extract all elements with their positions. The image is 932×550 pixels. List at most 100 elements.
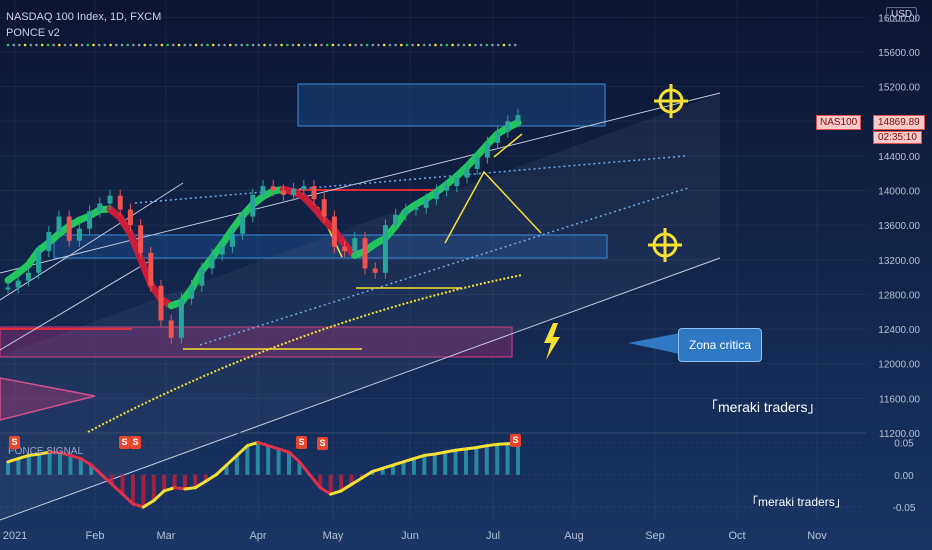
signal-bar (297, 461, 302, 475)
price-tag-price: 14869.89 (873, 115, 925, 130)
signal-bar (287, 452, 292, 475)
candle-body (25, 272, 31, 281)
signal-bar (26, 455, 31, 475)
price-tick-label: 14400.00 (878, 152, 920, 163)
signal-bar (47, 452, 52, 475)
dot-marker (97, 43, 101, 47)
dot-marker (132, 43, 135, 47)
dot-marker (223, 43, 226, 47)
support-zone (53, 234, 608, 259)
candle-body (270, 186, 276, 191)
dot-marker (200, 43, 204, 47)
price-tag-symbol: NAS100 (816, 115, 862, 130)
candle-body (107, 195, 113, 204)
signal-line-segment (110, 482, 124, 496)
signal-line-segment (485, 442, 499, 448)
candle-body (423, 199, 429, 208)
candle-body (97, 203, 103, 212)
signal-line-segment (245, 440, 260, 448)
dot-marker (12, 43, 15, 47)
signal-axis[interactable]: 0.05 0.00 -0.05 (0, 438, 916, 514)
dot-marker (217, 43, 221, 47)
candle-body (127, 209, 133, 226)
dot-marker (137, 43, 141, 47)
dot-marker (508, 43, 511, 47)
dot-marker (331, 43, 335, 47)
ribbon-segment (126, 230, 145, 263)
signal-line-segment (37, 450, 52, 456)
signal-line-segment (339, 482, 353, 493)
indicator-name[interactable]: PONCE v2 (6, 27, 60, 39)
signal-marker: S (130, 436, 141, 449)
candle-body (148, 252, 154, 286)
candle-body (331, 216, 337, 247)
yellow-dotted-ma (87, 274, 523, 433)
signal-bar (162, 474, 167, 491)
candle-body (362, 238, 368, 269)
candle-body (311, 186, 317, 200)
signal-bar (380, 468, 385, 475)
signal-line-segment (495, 442, 510, 446)
signal-line-segment (141, 499, 156, 509)
dot-marker (268, 43, 272, 47)
signal-line-segment (225, 453, 239, 467)
time-tick-label: Apr (249, 530, 266, 542)
candle-body (168, 320, 174, 338)
dot-marker (343, 43, 346, 47)
signal-line-segment (297, 460, 312, 477)
dot-marker (394, 43, 397, 47)
dot-marker (388, 43, 392, 47)
signal-line-segment (235, 444, 249, 457)
dot-marker (411, 43, 415, 47)
signal-bar (474, 447, 479, 475)
dot-marker (280, 43, 283, 47)
candle-body (158, 285, 164, 321)
ponce-dots-row (6, 43, 517, 47)
signal-pane-title: PONCE SIGNAL (8, 446, 84, 457)
signal-bar (58, 452, 63, 475)
candle-body (209, 254, 215, 269)
signal-bar (245, 445, 250, 475)
dot-marker (229, 43, 232, 47)
dot-marker (337, 43, 340, 47)
dot-marker (246, 43, 249, 47)
signal-bar (120, 474, 125, 495)
dot-marker (263, 43, 266, 47)
signal-bar (172, 474, 177, 488)
price-candles (5, 109, 521, 344)
signal-bar (203, 474, 208, 482)
dotted-trend-1 (134, 155, 686, 204)
candle-body (178, 298, 184, 338)
price-axis[interactable]: 16000.0015600.0015200.0014800.0014400.00… (878, 13, 920, 440)
dot-marker (348, 43, 352, 47)
annotations (0, 83, 721, 521)
signal-tick-label: 0.05 (894, 438, 914, 449)
signal-line-segment (349, 476, 364, 486)
candle-body (87, 211, 93, 229)
candle-body (36, 251, 42, 273)
time-tick-label: Feb (86, 530, 105, 542)
dot-marker (206, 43, 209, 47)
dot-marker (40, 43, 44, 47)
dot-marker (474, 43, 477, 47)
signal-line-segment (193, 479, 208, 490)
signal-bar (141, 474, 146, 508)
signal-bar (37, 454, 42, 475)
signal-bar (182, 474, 187, 489)
signal-line-segment (412, 453, 426, 461)
signal-line-segment (370, 466, 385, 474)
signal-bar (349, 474, 354, 485)
time-axis[interactable]: 2021 Feb Mar Apr May Jun Jul Aug Sep Oct Nov (3, 530, 828, 542)
price-tick-label: 15600.00 (878, 48, 920, 59)
currency-button[interactable]: USD (886, 7, 918, 22)
signal-bar (266, 445, 271, 475)
dot-marker (303, 43, 306, 47)
candle-body (229, 233, 235, 247)
signal-bar (318, 474, 323, 488)
dot-marker (439, 43, 443, 47)
price-tick-label: 12000.00 (878, 360, 920, 371)
dot-marker (63, 43, 67, 47)
dot-marker (417, 43, 420, 47)
signal-tick-label: -0.05 (893, 503, 916, 514)
